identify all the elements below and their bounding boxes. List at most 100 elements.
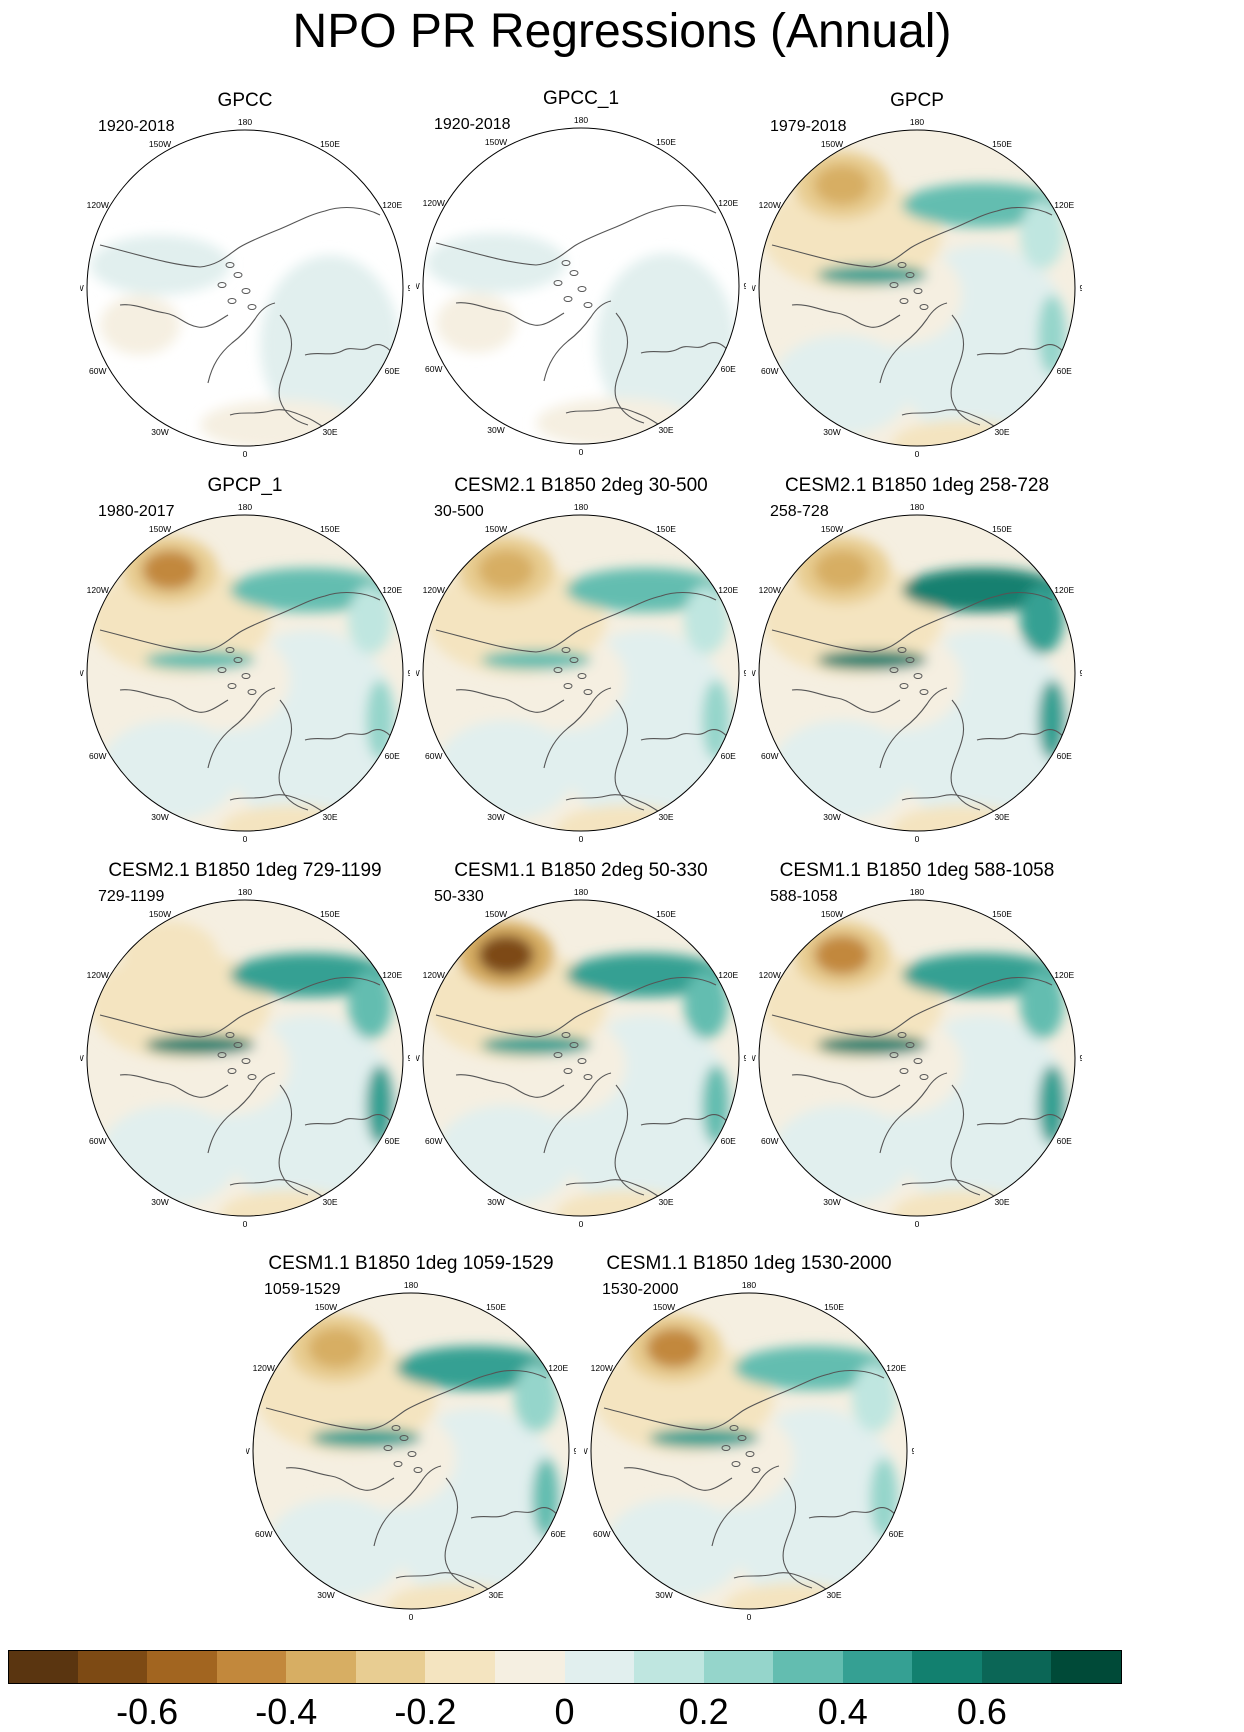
longitude-label: 180 [238, 887, 252, 897]
panel-title: GPCC_1 [542, 88, 620, 109]
longitude-label: 30W [655, 1590, 672, 1600]
longitude-label: 90E [573, 1446, 576, 1456]
longitude-label: 120E [1054, 970, 1074, 980]
longitude-label: 120W [423, 970, 445, 980]
longitude-label: 60W [593, 1529, 610, 1539]
longitude-label: 90E [1079, 668, 1082, 678]
longitude-label: 120E [718, 198, 738, 208]
longitude-label: 30W [151, 427, 168, 437]
longitude-label: 120W [759, 200, 781, 210]
longitude-label: 150W [485, 909, 507, 919]
map-panel: CESM1.1 B1850 1deg 1530-2000 180 150E 120E 9… [584, 1253, 914, 1622]
colorbar-swatch [773, 1650, 844, 1684]
longitude-label: 90E [1079, 283, 1082, 293]
longitude-label: 60W [761, 751, 778, 761]
map-panel: CESM1.1 B1850 1deg 1059-1529 180 150E 120E 9… [246, 1253, 576, 1622]
longitude-label: 30E [994, 427, 1009, 437]
longitude-label: 90E [407, 668, 410, 678]
longitude-label: 180 [910, 117, 924, 127]
longitude-label: 90W [246, 1446, 250, 1456]
longitude-label: 60E [385, 1136, 400, 1146]
panel-period: 1920-2018 [434, 116, 511, 133]
longitude-label: 180 [742, 1280, 756, 1290]
longitude-label: 30E [994, 1197, 1009, 1207]
longitude-label: 150W [821, 909, 843, 919]
longitude-label: 150E [486, 1302, 506, 1312]
longitude-label: 90W [80, 1053, 84, 1063]
longitude-label: 0 [579, 834, 584, 844]
longitude-label: 90W [584, 1446, 588, 1456]
longitude-label: 60W [761, 366, 778, 376]
longitude-label: 60E [1057, 366, 1072, 376]
polar-map: 180 150E 120E 90E 60E 30E 0 30W 60W 90W 120W 150W [416, 115, 746, 457]
longitude-label: 30E [658, 425, 673, 435]
panel-period: 1530-2000 [602, 1281, 679, 1298]
longitude-label: 0 [243, 834, 248, 844]
longitude-label: 60E [385, 366, 400, 376]
longitude-label: 90W [752, 283, 756, 293]
map-panel: CESM2.1 B1850 1deg 258-728 180 150E 120E 90E… [752, 475, 1082, 844]
longitude-label: 90W [752, 1053, 756, 1063]
longitude-label: 0 [243, 449, 248, 459]
longitude-label: 120W [253, 1363, 275, 1373]
longitude-label: 90E [911, 1446, 914, 1456]
polar-map: 180 150E 120E 90E 60E 30E 0 30W 60W 90W 120W 150W [80, 887, 410, 1229]
longitude-label: 180 [574, 502, 588, 512]
colorbar-tick-label: 0.6 [956, 1691, 1007, 1732]
longitude-label: 90W [80, 668, 84, 678]
longitude-label: 120E [382, 200, 402, 210]
longitude-label: 150E [824, 1302, 844, 1312]
longitude-label: 0 [915, 834, 920, 844]
longitude-label: 30W [823, 1197, 840, 1207]
longitude-label: 120W [759, 970, 781, 980]
longitude-label: 30E [994, 812, 1009, 822]
panel-period: 1920-2018 [98, 118, 175, 135]
longitude-label: 30E [658, 812, 673, 822]
panel-period: 588-1058 [770, 888, 838, 905]
longitude-label: 180 [910, 502, 924, 512]
longitude-label: 120W [423, 198, 445, 208]
longitude-label: 90W [752, 668, 756, 678]
colorbar-tick-label: -0.6 [116, 1691, 179, 1732]
colorbar-swatch [8, 1650, 79, 1684]
longitude-label: 150W [485, 524, 507, 534]
longitude-label: 60E [721, 364, 736, 374]
longitude-label: 150W [485, 137, 507, 147]
longitude-label: 60W [89, 366, 106, 376]
panel-period: 729-1199 [98, 888, 165, 905]
longitude-label: 90E [1079, 1053, 1082, 1063]
longitude-label: 150W [149, 139, 171, 149]
longitude-label: 0 [915, 449, 920, 459]
colorbar-swatch [912, 1650, 983, 1684]
longitude-label: 180 [910, 887, 924, 897]
longitude-label: 150E [656, 909, 676, 919]
map-panel: CESM1.1 B1850 1deg 588-1058 180 150E 120E 90… [752, 860, 1082, 1229]
map-panel: CESM2.1 B1850 2deg 30-500 180 150E 120E 90E 6… [416, 475, 746, 844]
longitude-label: 0 [915, 1219, 920, 1229]
panel-title: CESM1.1 B1850 1deg 1530-2000 [606, 1253, 892, 1274]
longitude-label: 150E [992, 909, 1012, 919]
longitude-label: 120W [423, 585, 445, 595]
panel-title: CESM1.1 B1850 1deg 1059-1529 [268, 1253, 554, 1274]
longitude-label: 0 [579, 1219, 584, 1229]
longitude-label: 60E [889, 1529, 904, 1539]
longitude-label: 120E [718, 585, 738, 595]
longitude-label: 150E [320, 909, 340, 919]
polar-map: 180 150E 120E 90E 60E 30E 0 30W 60W 90W 120W 150W [416, 887, 746, 1229]
colorbar-tick-label: -0.2 [394, 1691, 457, 1732]
longitude-label: 90W [416, 668, 420, 678]
panel-title: CESM2.1 B1850 1deg 729-1199 [108, 860, 382, 881]
panel-period: 1059-1529 [264, 1281, 341, 1298]
longitude-label: 60W [89, 751, 106, 761]
colorbar-swatch [703, 1650, 774, 1684]
longitude-label: 120E [382, 970, 402, 980]
longitude-label: 60E [385, 751, 400, 761]
longitude-label: 150W [149, 524, 171, 534]
panel-title: GPCP_1 [207, 475, 283, 496]
polar-map: 180 150E 120E 90E 60E 30E 0 30W 60W 90W 120W 150W [752, 502, 1082, 844]
colorbar-swatch [634, 1650, 705, 1684]
longitude-label: 0 [409, 1612, 414, 1622]
longitude-label: 120W [591, 1363, 613, 1373]
longitude-label: 90E [407, 283, 410, 293]
longitude-label: 120W [87, 970, 109, 980]
